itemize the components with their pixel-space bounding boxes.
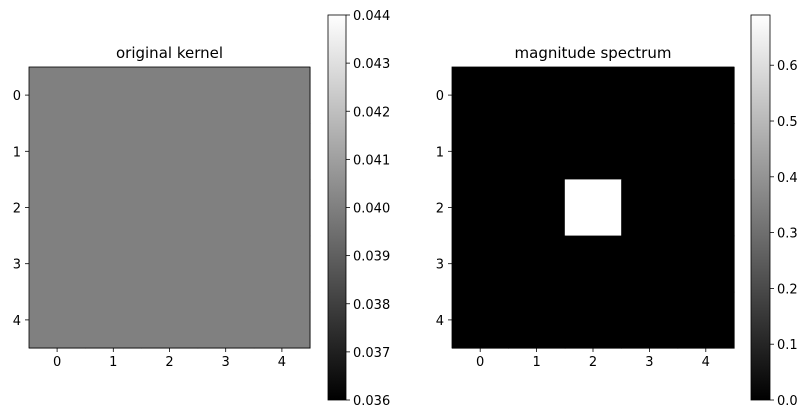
original-kernel-cell-3-0 <box>29 235 86 293</box>
original-kernel-colorbar-tick-label: 0.041 <box>353 153 390 168</box>
magnitude-spectrum-colorbar-tick-label: 0.2 <box>777 282 798 297</box>
original-kernel-cell-4-2 <box>141 291 199 349</box>
original-kernel-cell-1-3 <box>197 123 255 180</box>
magnitude-spectrum-cell-3-2 <box>564 235 622 293</box>
magnitude-spectrum-cell-4-1 <box>508 291 566 349</box>
magnitude-spectrum-cell-3-3 <box>621 235 679 293</box>
original-kernel-cell-0-1 <box>85 67 142 124</box>
original-kernel-cell-2-4 <box>253 179 311 237</box>
magnitude-spectrum-cell-1-2 <box>564 123 622 180</box>
original-kernel-xtick-label: 1 <box>109 355 117 370</box>
magnitude-spectrum-cell-4-3 <box>621 291 679 349</box>
original-kernel-cell-2-3 <box>197 179 255 237</box>
original-kernel-xtick-label: 2 <box>165 355 173 370</box>
magnitude-spectrum-colorbar-tick-label: 0.4 <box>777 171 798 186</box>
original-kernel-colorbar-tick-label: 0.040 <box>353 202 390 217</box>
magnitude-spectrum-ytick-label: 1 <box>436 145 444 160</box>
original-kernel-xtick-label: 3 <box>222 355 230 370</box>
original-kernel-cell-0-4 <box>253 67 311 124</box>
original-kernel-colorbar-tick-label: 0.037 <box>353 346 390 361</box>
original-kernel-cell-4-1 <box>85 291 142 349</box>
magnitude-spectrum-ytick-label: 2 <box>436 202 444 217</box>
magnitude-spectrum-cell-2-4 <box>677 179 735 237</box>
original-kernel-cell-3-1 <box>85 235 142 293</box>
original-kernel-cell-2-0 <box>29 179 86 237</box>
magnitude-spectrum-cell-0-2 <box>564 67 622 124</box>
original-kernel-cell-4-4 <box>253 291 311 349</box>
original-kernel-colorbar-tick-label: 0.043 <box>353 57 390 72</box>
magnitude-spectrum-colorbar-tick-label: 0.0 <box>777 394 798 409</box>
original-kernel-ytick-label: 0 <box>13 89 21 104</box>
original-kernel-cell-2-2 <box>141 179 199 237</box>
magnitude-spectrum-colorbar-tick-label: 0.5 <box>777 115 798 130</box>
original-kernel-ytick-label: 1 <box>13 145 21 160</box>
original-kernel-cell-3-3 <box>197 235 255 293</box>
original-kernel-cell-3-4 <box>253 235 311 293</box>
magnitude-spectrum-xtick-label: 2 <box>589 355 597 370</box>
magnitude-spectrum-xtick-label: 4 <box>702 355 710 370</box>
magnitude-spectrum-cell-4-4 <box>677 291 735 349</box>
magnitude-spectrum-cell-3-1 <box>508 235 566 293</box>
original-kernel-cell-4-0 <box>29 291 86 349</box>
magnitude-spectrum-panel: magnitude spectrum 0 1 2 3 4 0 1 2 3 4 0.0 0.1 0.2 0.3… <box>436 14 798 409</box>
original-kernel-cell-3-2 <box>141 235 199 293</box>
original-kernel-cell-1-2 <box>141 123 199 180</box>
original-kernel-cell-1-0 <box>29 123 86 180</box>
magnitude-spectrum-cell-0-1 <box>508 67 566 124</box>
original-kernel-panel: original kernel 0 1 2 3 4 0 1 2 3 4 0.036 0.037 0.038… <box>13 9 391 409</box>
magnitude-spectrum-cell-2-1 <box>508 179 566 237</box>
original-kernel-cell-0-0 <box>29 67 86 124</box>
magnitude-spectrum-ytick-label: 4 <box>436 314 444 329</box>
magnitude-spectrum-colorbar-tick-label: 0.6 <box>777 59 798 74</box>
magnitude-spectrum-cell-1-4 <box>677 123 735 180</box>
original-kernel-cell-1-1 <box>85 123 142 180</box>
original-kernel-colorbar-tick-label: 0.044 <box>353 9 390 24</box>
original-kernel-cell-0-3 <box>197 67 255 124</box>
magnitude-spectrum-ytick-label: 0 <box>436 89 444 104</box>
original-kernel-colorbar-tick-label: 0.036 <box>353 394 390 409</box>
magnitude-spectrum-cell-4-0 <box>452 291 509 349</box>
original-kernel-colorbar <box>327 14 347 401</box>
magnitude-spectrum-colorbar-tick-label: 0.3 <box>777 227 798 242</box>
magnitude-spectrum-colorbar-tick-label: 0.1 <box>777 338 798 353</box>
original-kernel-colorbar-tick-label: 0.038 <box>353 298 390 313</box>
magnitude-spectrum-cell-1-0 <box>452 123 509 180</box>
magnitude-spectrum-cell-2-3 <box>621 179 679 237</box>
magnitude-spectrum-cell-4-2 <box>564 291 622 349</box>
magnitude-spectrum-cell-3-0 <box>452 235 509 293</box>
magnitude-spectrum-xtick-label: 3 <box>645 355 653 370</box>
magnitude-spectrum-cell-0-0 <box>452 67 509 124</box>
original-kernel-cell-0-2 <box>141 67 199 124</box>
original-kernel-xtick-label: 0 <box>53 355 61 370</box>
original-kernel-ytick-label: 3 <box>13 258 21 273</box>
magnitude-spectrum-cell-1-3 <box>621 123 679 180</box>
original-kernel-xtick-label: 4 <box>278 355 286 370</box>
magnitude-spectrum-cell-2-2 <box>564 179 622 237</box>
original-kernel-cell-4-3 <box>197 291 255 349</box>
magnitude-spectrum-cell-0-4 <box>677 67 735 124</box>
original-kernel-cell-1-4 <box>253 123 311 180</box>
magnitude-spectrum-title: magnitude spectrum <box>515 44 672 62</box>
original-kernel-colorbar-tick-label: 0.042 <box>353 105 390 120</box>
magnitude-spectrum-cell-3-4 <box>677 235 735 293</box>
original-kernel-title: original kernel <box>116 44 223 62</box>
magnitude-spectrum-cell-2-0 <box>452 179 509 237</box>
magnitude-spectrum-xtick-label: 1 <box>532 355 540 370</box>
magnitude-spectrum-cell-1-1 <box>508 123 566 180</box>
original-kernel-ytick-label: 4 <box>13 314 21 329</box>
magnitude-spectrum-cell-0-3 <box>621 67 679 124</box>
magnitude-spectrum-ytick-label: 3 <box>436 258 444 273</box>
original-kernel-ytick-label: 2 <box>13 202 21 217</box>
magnitude-spectrum-xtick-label: 0 <box>476 355 484 370</box>
magnitude-spectrum-colorbar <box>750 14 771 401</box>
original-kernel-cell-2-1 <box>85 179 142 237</box>
original-kernel-colorbar-tick-label: 0.039 <box>353 250 390 265</box>
